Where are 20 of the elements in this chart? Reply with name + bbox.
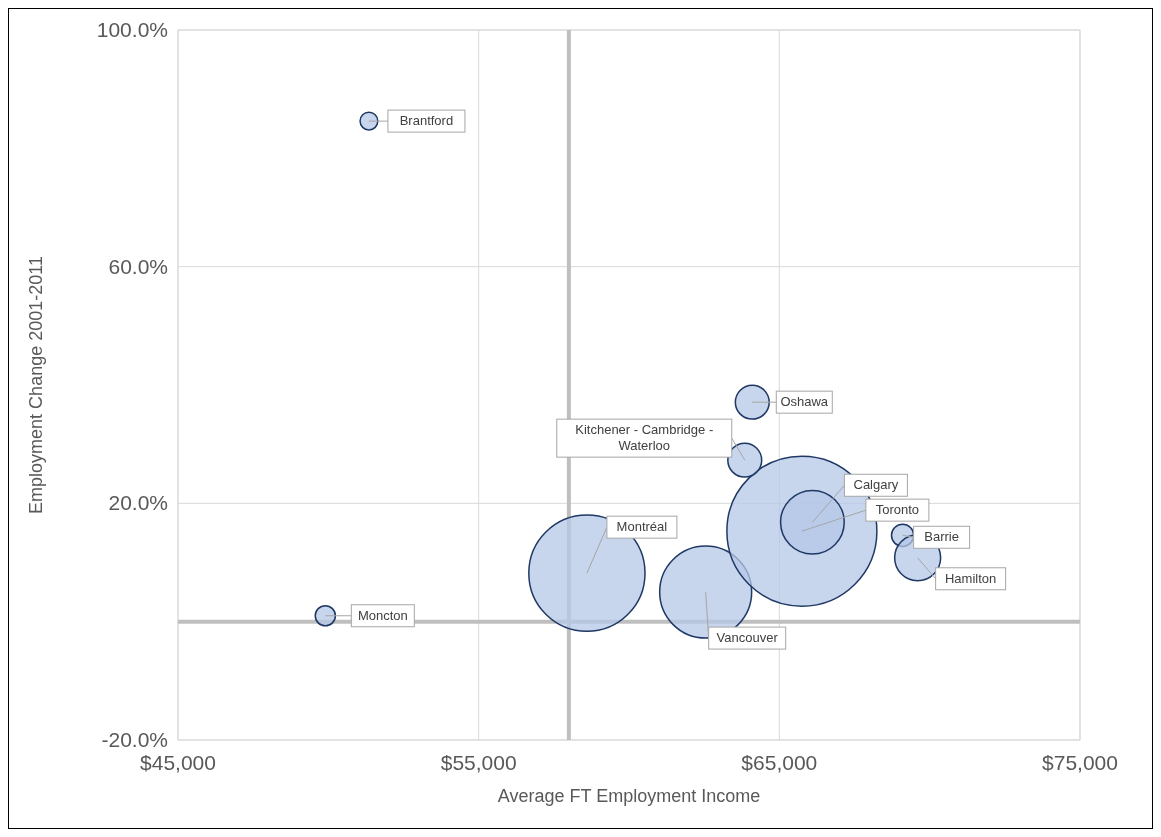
x-axis-title: Average FT Employment Income	[497, 786, 761, 806]
annotation: Montréal	[616, 519, 668, 535]
y-axis-title: Employment Change 2001-2011	[26, 256, 46, 514]
y-tick-label: -20.0%	[101, 728, 168, 751]
annotation: Hamilton	[944, 570, 997, 586]
x-tick-label: $55,000	[440, 751, 517, 774]
annotation: Toronto	[875, 502, 920, 518]
annotation: Brantford	[399, 113, 454, 129]
annotation: Barrie	[924, 529, 959, 545]
y-tick-label: 100.0%	[96, 18, 168, 41]
annotation: Calgary	[853, 477, 899, 493]
x-tick-label: $75,000	[1042, 751, 1118, 774]
annotation: Kitchener - Cambridge - Waterloo	[575, 422, 714, 454]
annotation: Vancouver	[716, 630, 779, 646]
x-tick-label: $65,000	[741, 751, 818, 774]
annotation: Moncton	[357, 607, 408, 623]
y-tick-label: 20.0%	[108, 491, 168, 515]
y-tick-label: 60.0%	[108, 254, 168, 278]
annotation: Oshawa	[780, 394, 829, 410]
x-tick-label: $45,000	[140, 751, 216, 774]
